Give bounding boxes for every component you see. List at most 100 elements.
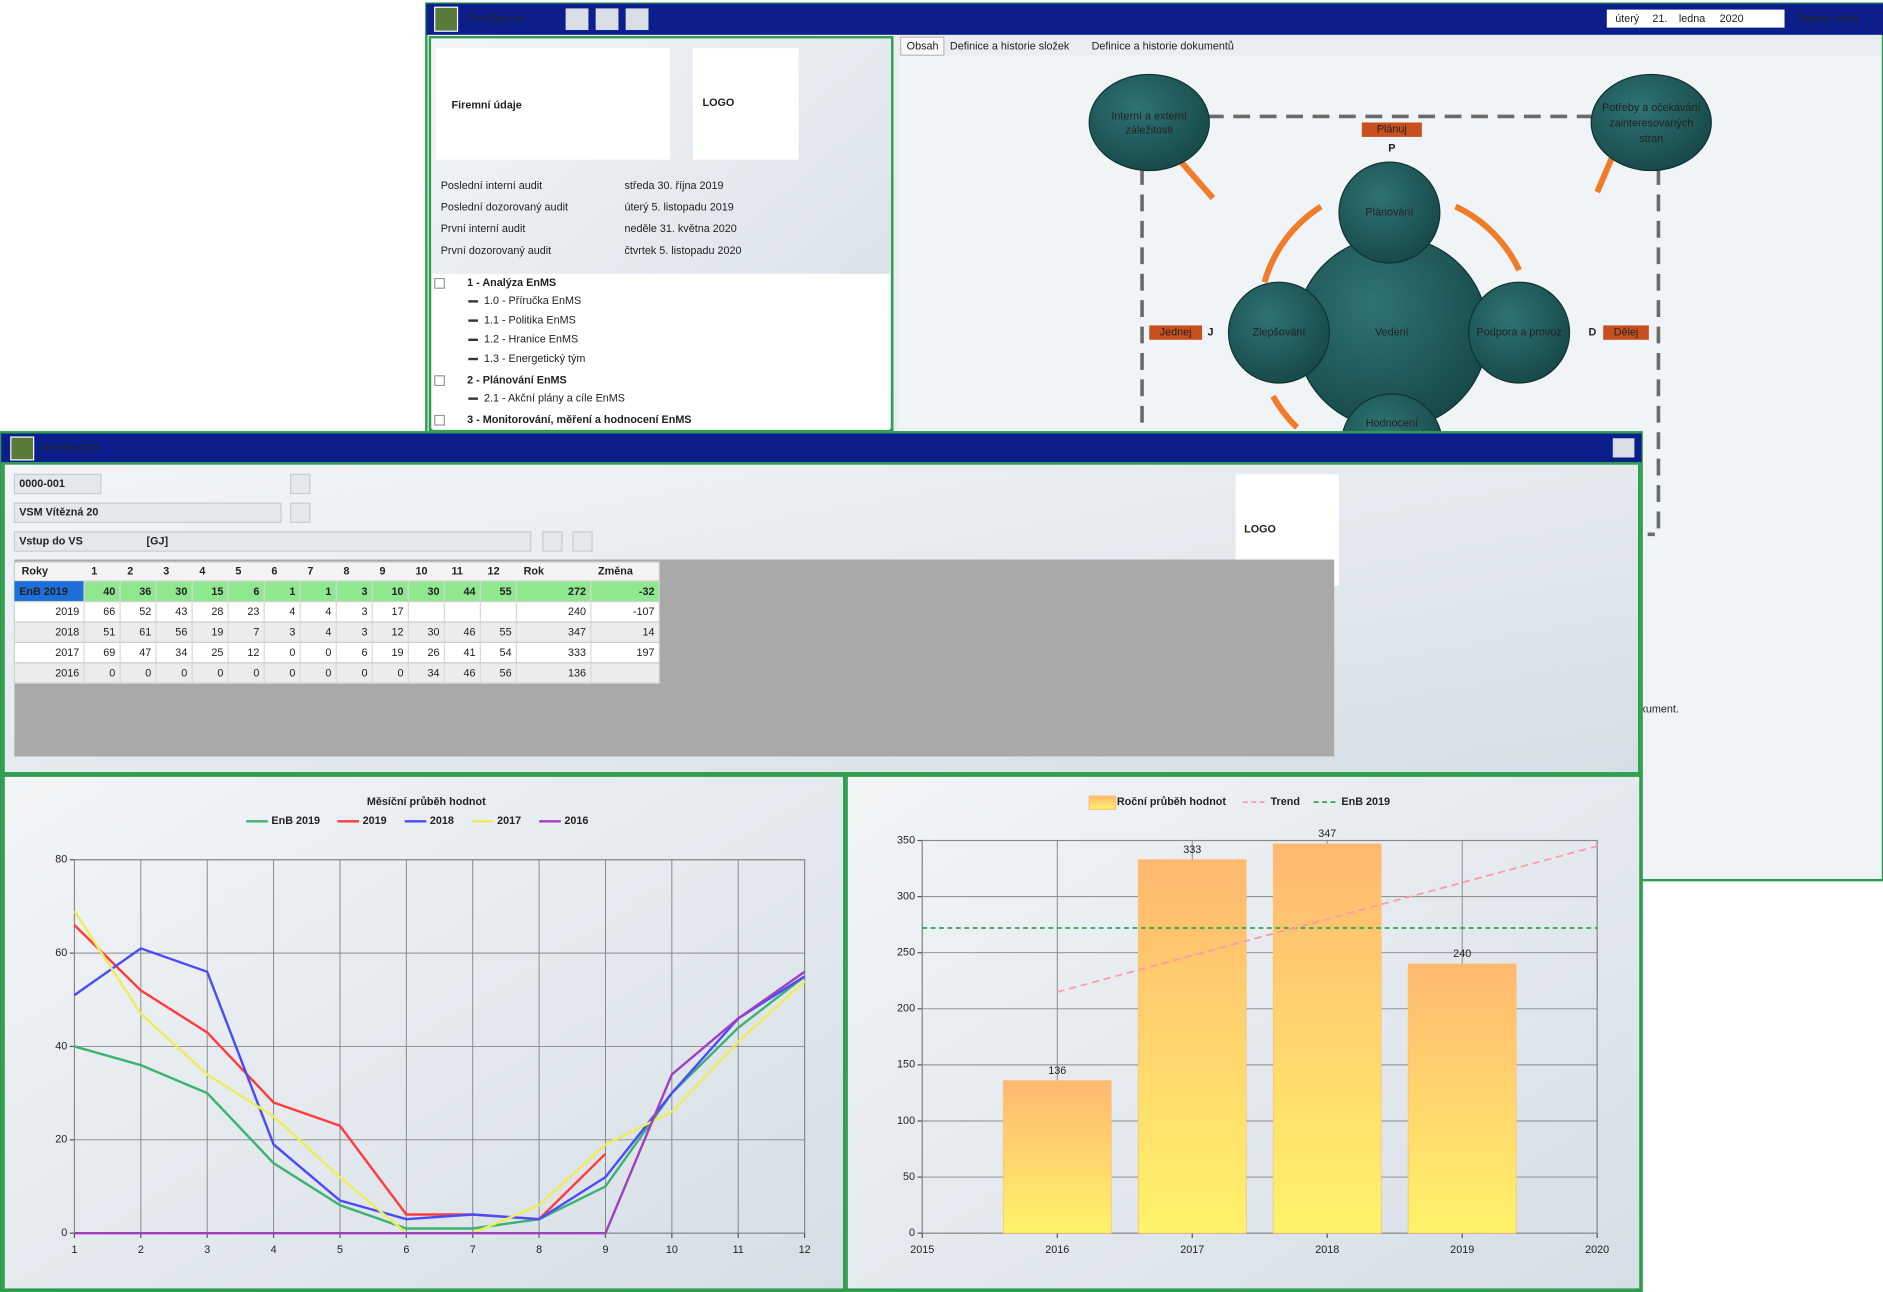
x-tick-label: 2016: [1045, 1244, 1069, 1256]
trend-line: [1057, 845, 1598, 993]
cell-value: 0: [217, 667, 223, 679]
data-source[interactable]: Datový zdroj: [1798, 13, 1858, 25]
audit-label: První interní audit: [441, 223, 526, 235]
toolbar-button[interactable]: [625, 8, 649, 31]
cell-value: 19: [391, 647, 403, 659]
cell-value: 36: [139, 586, 151, 598]
y-tick-label: 0: [909, 1227, 915, 1239]
column-header: Změna: [598, 565, 634, 577]
code-value: 0000-001: [19, 478, 65, 490]
line-chart-panel: [2, 774, 846, 1291]
tree-item[interactable]: 1.2 - Hranice EnMS: [484, 334, 578, 346]
prev-button[interactable]: [542, 531, 563, 552]
y-tick-label: 350: [897, 834, 915, 846]
tree-toggle[interactable]: [434, 375, 445, 387]
cell-value: 0: [325, 667, 331, 679]
next-button[interactable]: [572, 531, 593, 552]
y-tick-label: 100: [897, 1115, 915, 1127]
tree-item[interactable]: 1.0 - Příručka EnMS: [484, 295, 581, 307]
column-header: 4: [199, 565, 205, 577]
cell-value: 240: [568, 606, 586, 618]
y-tick-label: 60: [55, 947, 67, 959]
tree-toggle[interactable]: [434, 277, 445, 289]
diagram-node: Vedení: [1375, 326, 1409, 338]
legend-label: Roční průběh hodnot: [1117, 796, 1227, 808]
diagram-label: Potřeby a očekávání: [1602, 102, 1700, 114]
column-header: 1: [91, 565, 97, 577]
toolbar-button[interactable]: [595, 8, 619, 31]
cell-value: 0: [289, 647, 295, 659]
tab-label[interactable]: Obsah: [907, 41, 939, 53]
cell-value: 52: [139, 606, 151, 618]
date-part: úterý: [1615, 13, 1640, 25]
column-header: 2: [127, 565, 133, 577]
diagram-node: Podpora a provoz: [1477, 326, 1562, 338]
cell-value: 17: [391, 606, 403, 618]
bar: [1407, 963, 1517, 1234]
x-tick-label: 2018: [1315, 1244, 1339, 1256]
tree-folder[interactable]: 2 - Plánování EnMS: [467, 374, 567, 386]
cell-value: 0: [145, 667, 151, 679]
legend-label: EnB 2019: [1341, 796, 1390, 808]
up-button[interactable]: [290, 473, 311, 495]
cell-value: 28: [211, 606, 223, 618]
x-tick-label: 11: [733, 1244, 744, 1256]
y-tick-label: 80: [55, 854, 67, 866]
row-label: 2019: [55, 606, 79, 618]
tree-item[interactable]: 1.1 - Politika EnMS: [484, 314, 576, 326]
y-tick-label: 150: [897, 1059, 915, 1071]
tab-label[interactable]: Definice a historie dokumentů: [1092, 41, 1234, 53]
site-combo[interactable]: [13, 502, 282, 523]
legend-label: EnB 2019: [271, 815, 320, 827]
audit-date: čtvrtek 5. listopadu 2020: [624, 245, 741, 257]
tree-item[interactable]: 2.1 - Akční plány a cíle EnMS: [484, 393, 625, 405]
column-header: 10: [416, 565, 428, 577]
toolbar-button[interactable]: [565, 8, 589, 31]
tree-folder[interactable]: 1 - Analýza EnMS: [467, 277, 556, 289]
table-header-row: [13, 561, 660, 582]
tree-folder[interactable]: 3 - Monitorování, měření a hodnocení EnM…: [467, 414, 691, 426]
cell-value: 6: [361, 647, 367, 659]
cell-value: 69: [103, 647, 115, 659]
cell-value: 66: [103, 606, 115, 618]
audit-date: neděle 31. května 2020: [624, 223, 736, 235]
legend-label: 2016: [564, 815, 588, 827]
dashed-frame: [1140, 114, 1661, 537]
cell-value: 54: [500, 647, 512, 659]
site-value: VSM Vítězná 20: [19, 507, 98, 519]
code-combo[interactable]: [13, 473, 102, 495]
tree-item[interactable]: 1.3 - Energetický tým: [484, 353, 585, 365]
row-label: 2017: [55, 647, 79, 659]
cell-value: 3: [361, 606, 367, 618]
cell-value: 3: [361, 586, 367, 598]
tab[interactable]: [900, 36, 945, 56]
column-header: 3: [163, 565, 169, 577]
cell-value: 1: [325, 586, 331, 598]
diagram-letter: D: [1588, 326, 1596, 338]
down-button[interactable]: [290, 502, 311, 523]
tree-toggle[interactable]: [434, 414, 445, 426]
x-tick-label: 6: [403, 1244, 409, 1256]
column-header: 9: [379, 565, 385, 577]
cell-value: 0: [181, 667, 187, 679]
cell-value: 272: [568, 586, 586, 598]
app-icon: [10, 436, 35, 461]
cell-value: 12: [391, 627, 403, 639]
input-value: Vstup do VS: [19, 535, 83, 547]
cell-value: 4: [325, 606, 331, 618]
row-label: EnB 2019: [19, 586, 68, 598]
value-label: 240: [1453, 948, 1471, 960]
cell-value: 3: [361, 627, 367, 639]
y-tick-label: 300: [897, 890, 915, 902]
input-combo[interactable]: [13, 531, 532, 552]
tab-label[interactable]: Definice a historie složek: [950, 41, 1070, 53]
x-tick-label: 8: [536, 1244, 542, 1256]
cell-value: 47: [139, 647, 151, 659]
cell-value: 46: [464, 667, 476, 679]
date-picker[interactable]: [1606, 9, 1785, 28]
y-tick-label: 40: [55, 1040, 67, 1052]
cell-value: 56: [500, 667, 512, 679]
search-button[interactable]: [1612, 438, 1635, 458]
cell-value: 61: [139, 627, 151, 639]
x-tick-label: 2015: [910, 1244, 934, 1256]
